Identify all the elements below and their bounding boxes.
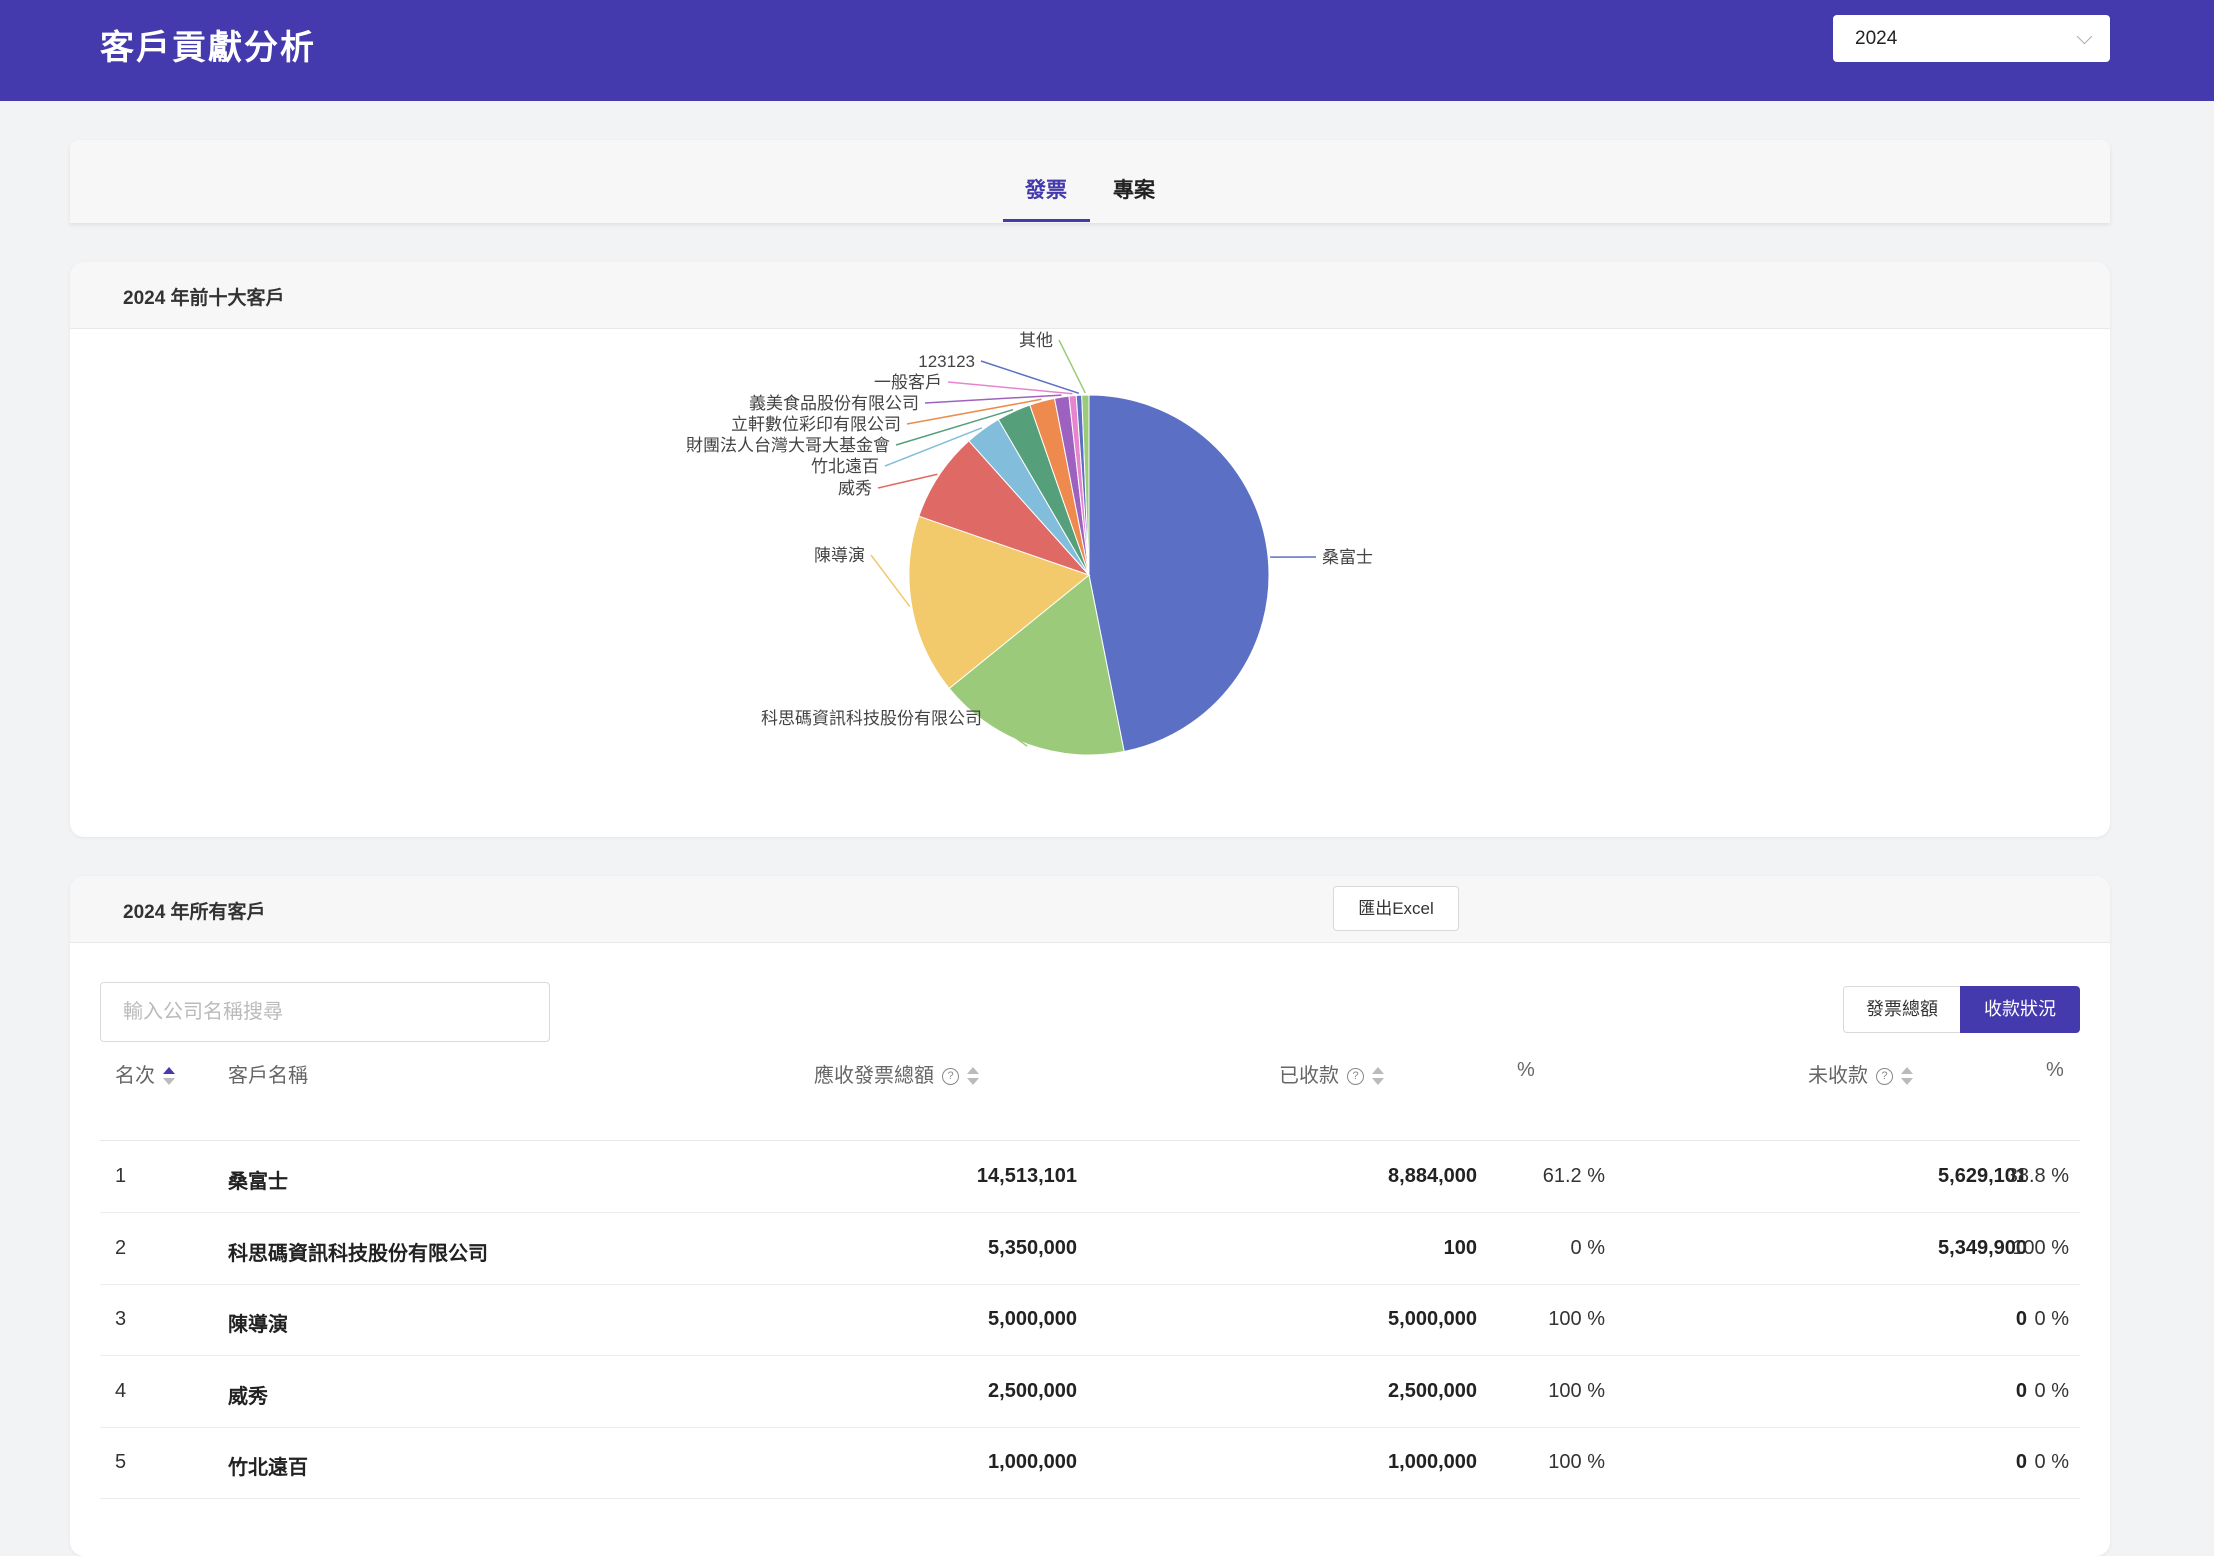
top10-card-header: 2024 年前十大客戶 [70, 262, 2110, 329]
active-tab-indicator [1003, 219, 1090, 222]
received-cell: 8,884,000 [1000, 1165, 1477, 1188]
column-header-received[interactable]: 已收款? [1279, 1059, 1384, 1088]
pie-label: 竹北遠百 [811, 457, 879, 476]
export-excel-button[interactable]: 匯出Excel [1333, 886, 1459, 931]
sort-icon[interactable] [1372, 1067, 1384, 1087]
pie-label: 一般客戶 [874, 373, 942, 392]
rank-cell: 2 [115, 1237, 175, 1260]
tab-invoice[interactable]: 發票 [1025, 174, 1067, 204]
unreceived-pct-cell: 0 % [1980, 1380, 2069, 1403]
column-header-unreceived[interactable]: 未收款? [1808, 1059, 1913, 1088]
help-icon[interactable]: ? [942, 1068, 959, 1085]
unreceived-cell: 5,629,101 [1500, 1165, 2027, 1188]
unreceived-cell: 0 [1500, 1451, 2027, 1474]
pie-leader-line [871, 555, 910, 607]
unreceived-pct-cell: 0 % [1980, 1451, 2069, 1474]
received-cell: 1,000,000 [1000, 1451, 1477, 1474]
all-customers-card-header: 2024 年所有客戶 匯出Excel [70, 876, 2110, 943]
pie-leader-line [948, 382, 1072, 394]
year-select-value: 2024 [1855, 28, 1897, 49]
rank-cell: 5 [115, 1451, 175, 1474]
unreceived-pct-cell: 0 % [1980, 1308, 2069, 1331]
chevron-down-icon [2077, 29, 2093, 45]
pie-slice[interactable] [1089, 395, 1269, 752]
sort-icon[interactable] [1901, 1067, 1913, 1087]
received-cell: 2,500,000 [1000, 1380, 1477, 1403]
top-bar: 客戶貢獻分析 2024 [0, 0, 2214, 101]
rank-cell: 1 [115, 1165, 175, 1188]
all-customers-card: 2024 年所有客戶 匯出Excel 輸入公司名稱搜尋 發票總額 收款狀況 名次… [70, 876, 2110, 1556]
all-customers-title: 2024 年所有客戶 [123, 897, 266, 924]
help-icon[interactable]: ? [1347, 1068, 1364, 1085]
column-header-invoice-total[interactable]: 應收發票總額? [814, 1059, 979, 1088]
rank-cell: 4 [115, 1380, 175, 1403]
pie-label: 桑富士 [1322, 548, 1373, 567]
pie-leader-line [878, 474, 937, 488]
pie-label: 陳導演 [814, 546, 865, 565]
unreceived-cell: 0 [1500, 1380, 2027, 1403]
pie-label: 其他 [1019, 331, 1053, 350]
top10-card: 2024 年前十大客戶 桑富士科思碼資訊科技股份有限公司 陳導演 威秀 竹北遠百 財團法… [70, 262, 2110, 837]
top10-title: 2024 年前十大客戶 [123, 283, 285, 310]
column-header-unreceived-pct: % [2046, 1059, 2064, 1082]
pie-label: 科思碼資訊科技股份有限公司 [761, 709, 982, 728]
unreceived-pct-cell: 100 % [1980, 1237, 2069, 1260]
pie-label: 123123 [918, 352, 975, 371]
year-select[interactable]: 2024 [1833, 15, 2110, 62]
received-cell: 5,000,000 [1000, 1308, 1477, 1331]
page-title: 客戶貢獻分析 [100, 20, 316, 69]
pie-label: 財團法人台灣大哥大基金會 [686, 436, 890, 455]
help-icon[interactable]: ? [1876, 1068, 1893, 1085]
company-search-input[interactable]: 輸入公司名稱搜尋 [100, 982, 550, 1042]
pie-leader-line [1059, 340, 1085, 393]
column-header-name: 客戶名稱 [228, 1059, 308, 1088]
unreceived-cell: 5,349,900 [1500, 1237, 2027, 1260]
received-cell: 100 [1000, 1237, 1477, 1260]
pie-label: 義美食品股份有限公司 [749, 394, 919, 413]
unreceived-pct-cell: 38.8 % [1980, 1165, 2069, 1188]
unreceived-cell: 0 [1500, 1308, 2027, 1331]
pie-label: 威秀 [838, 479, 872, 498]
column-header-rank[interactable]: 名次 [115, 1059, 175, 1088]
tabs-bar: 發票 專案 [70, 140, 2110, 223]
tab-project[interactable]: 專案 [1113, 174, 1155, 204]
sort-icon[interactable] [163, 1067, 175, 1087]
column-header-received-pct: % [1517, 1059, 1535, 1082]
pie-leader-line [981, 361, 1079, 393]
pie-label: 立軒數位彩印有限公司 [731, 415, 901, 434]
invoice-total-toggle[interactable]: 發票總額 [1843, 986, 1961, 1033]
rank-cell: 3 [115, 1308, 175, 1331]
sort-icon[interactable] [967, 1067, 979, 1087]
payment-status-toggle[interactable]: 收款狀況 [1960, 986, 2080, 1033]
